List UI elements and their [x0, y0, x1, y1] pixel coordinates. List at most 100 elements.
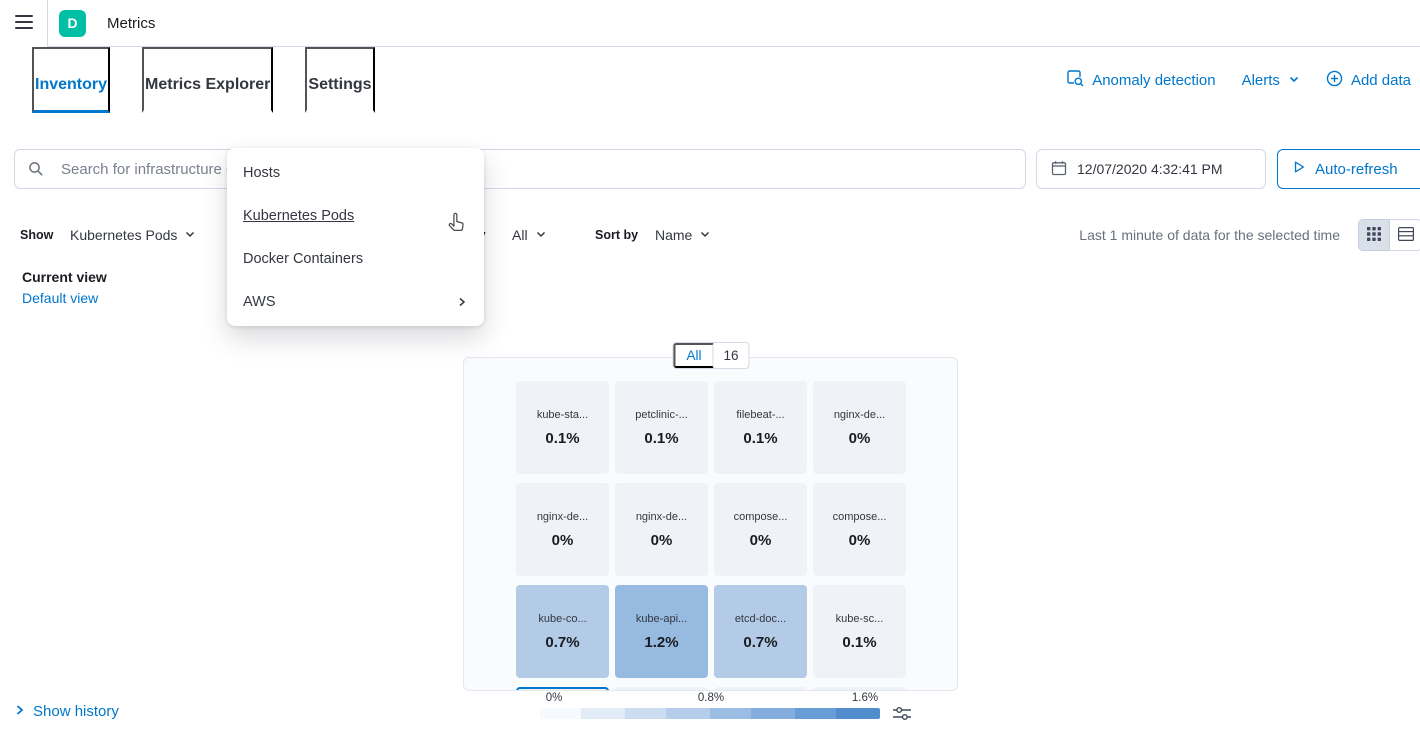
legend-ticks: 0% 0.8% 1.6%	[540, 692, 880, 706]
current-view-label: Current view	[22, 269, 107, 285]
alerts-dropdown-button[interactable]: Alerts	[1242, 72, 1300, 89]
anomaly-detection-button[interactable]: Anomaly detection	[1066, 69, 1216, 91]
pod-name: petclinic-...	[635, 408, 688, 421]
pod-tile[interactable]: kube-sc... 0.1%	[813, 585, 906, 678]
pod-metric-value: 0.1%	[842, 633, 877, 651]
tab-settings[interactable]: Settings	[305, 47, 375, 113]
legend-tick: 0.8%	[697, 692, 725, 704]
tab-inventory[interactable]: Inventory	[32, 47, 111, 113]
pod-metric-value: 0.1%	[545, 429, 580, 447]
pod-metric-value: 0%	[749, 531, 772, 549]
sort-by-label: Sort by	[595, 228, 639, 242]
pod-tile[interactable]: filebeat-... 0.1%	[714, 381, 807, 474]
pod-metric-value: 0%	[848, 531, 871, 549]
pod-tile[interactable]: nginx-de... 0%	[516, 483, 609, 576]
pod-tile[interactable]: compose... 0%	[813, 483, 906, 576]
pod-tile[interactable]: nginx-de... 0%	[813, 381, 906, 474]
anomaly-detection-label: Anomaly detection	[1092, 71, 1216, 89]
pod-name: kube-sc...	[835, 612, 884, 625]
pod-name: nginx-de...	[635, 510, 688, 523]
waffle-grid: kube-sta... 0.1% petclinic-... 0.1% filebeat…	[516, 381, 906, 690]
pod-tile[interactable]: compose... 0%	[714, 483, 807, 576]
search-input[interactable]	[14, 149, 1026, 189]
pod-metric-value: 0.1%	[743, 429, 778, 447]
hamburger-menu-button[interactable]	[0, 0, 48, 47]
date-time-picker[interactable]: 12/07/2020 4:32:41 PM	[1036, 149, 1266, 189]
sort-by-select[interactable]: Name	[655, 218, 711, 252]
main-tabs: Inventory Metrics Explorer Settings	[32, 47, 375, 113]
pod-name: kube-sta...	[536, 408, 589, 421]
table-view-icon	[1397, 226, 1414, 244]
data-window-status: Last 1 minute of data for the selected t…	[1079, 227, 1340, 243]
grid-view-icon	[1367, 226, 1381, 244]
show-history-toggle[interactable]: Show history	[14, 703, 119, 720]
alerts-label: Alerts	[1241, 71, 1280, 89]
group-badge: All 16	[672, 342, 750, 369]
pod-name: kube-api...	[635, 612, 688, 625]
menu-item-aws[interactable]: AWS	[227, 280, 484, 323]
pod-tile[interactable]	[615, 687, 708, 690]
menu-item-label: Kubernetes Pods	[243, 207, 355, 224]
date-time-value: 12/07/2020 4:32:41 PM	[1077, 161, 1223, 177]
pod-tile[interactable]	[714, 687, 807, 690]
group-by-select[interactable]: All	[512, 218, 547, 252]
pod-tile[interactable]	[516, 687, 609, 690]
group-count-badge: 16	[723, 348, 739, 363]
chevron-right-icon	[14, 703, 25, 720]
menu-item-label: Docker Containers	[243, 250, 364, 267]
chevron-down-icon	[699, 227, 711, 243]
tab-metrics-explorer[interactable]: Metrics Explorer	[142, 47, 274, 113]
pod-metric-value: 1.2%	[644, 633, 679, 651]
pod-tile[interactable]: kube-sta... 0.1%	[516, 381, 609, 474]
chevron-down-icon	[535, 227, 547, 243]
menu-item-docker-containers[interactable]: Docker Containers	[227, 237, 484, 280]
filter-toolbar: Show Kubernetes Pods Group by All Sort b…	[0, 218, 1420, 252]
deployment-logo[interactable]: D	[59, 9, 86, 37]
pod-tile[interactable]: kube-api... 1.2%	[615, 585, 708, 678]
top-bar: D Metrics	[0, 0, 1420, 47]
inventory-type-menu: Hosts Kubernetes Pods Docker Containers AWS	[227, 148, 484, 326]
pod-tile[interactable]: etcd-doc... 0.7%	[714, 585, 807, 678]
menu-item-hosts[interactable]: Hosts	[227, 151, 484, 194]
table-view-button[interactable]	[1390, 219, 1420, 251]
legend-tick: 0%	[545, 692, 563, 704]
chevron-right-icon	[456, 296, 468, 308]
search-icon	[28, 161, 44, 182]
pod-name: kube-co...	[538, 612, 587, 625]
default-view-link[interactable]: Default view	[22, 290, 99, 306]
pod-metric-value: 0.1%	[644, 429, 679, 447]
pod-tile[interactable]: kube-co... 0.7%	[516, 585, 609, 678]
map-view-button[interactable]	[1358, 219, 1390, 251]
pod-tile[interactable]	[813, 687, 906, 690]
add-data-button[interactable]: Add data	[1326, 70, 1411, 91]
pod-name: filebeat-...	[736, 408, 785, 421]
pod-name: nginx-de...	[833, 408, 886, 421]
pod-tile[interactable]: nginx-de... 0%	[615, 483, 708, 576]
menu-item-label: AWS	[243, 293, 276, 310]
anomaly-detection-icon	[1066, 69, 1084, 91]
pod-tile[interactable]: petclinic-... 0.1%	[615, 381, 708, 474]
group-all-link[interactable]: All	[673, 343, 714, 368]
sort-by-value: Name	[655, 227, 693, 243]
add-data-label: Add data	[1350, 71, 1411, 89]
auto-refresh-label: Auto-refresh	[1315, 160, 1398, 178]
group-by-value: All	[512, 227, 528, 243]
play-icon	[1292, 160, 1306, 178]
hamburger-icon	[14, 14, 33, 32]
legend-tick: 1.6%	[851, 692, 879, 704]
pod-name: compose...	[733, 510, 788, 523]
auto-refresh-button[interactable]: Auto-refresh	[1277, 149, 1420, 189]
waffle-map-panel: kube-sta... 0.1% petclinic-... 0.1% filebeat…	[463, 357, 958, 691]
inventory-type-select[interactable]: Kubernetes Pods	[70, 218, 196, 252]
menu-item-kubernetes-pods[interactable]: Kubernetes Pods	[227, 194, 484, 237]
pod-name: compose...	[832, 510, 887, 523]
show-label: Show	[20, 228, 54, 242]
pod-metric-value: 0%	[650, 531, 673, 549]
pod-name: etcd-doc...	[734, 612, 787, 625]
chevron-down-icon	[184, 227, 196, 243]
inventory-type-value: Kubernetes Pods	[70, 227, 178, 243]
page-title: Metrics	[107, 14, 156, 32]
pod-metric-value: 0.7%	[545, 633, 580, 651]
legend-options-icon[interactable]	[893, 706, 911, 724]
